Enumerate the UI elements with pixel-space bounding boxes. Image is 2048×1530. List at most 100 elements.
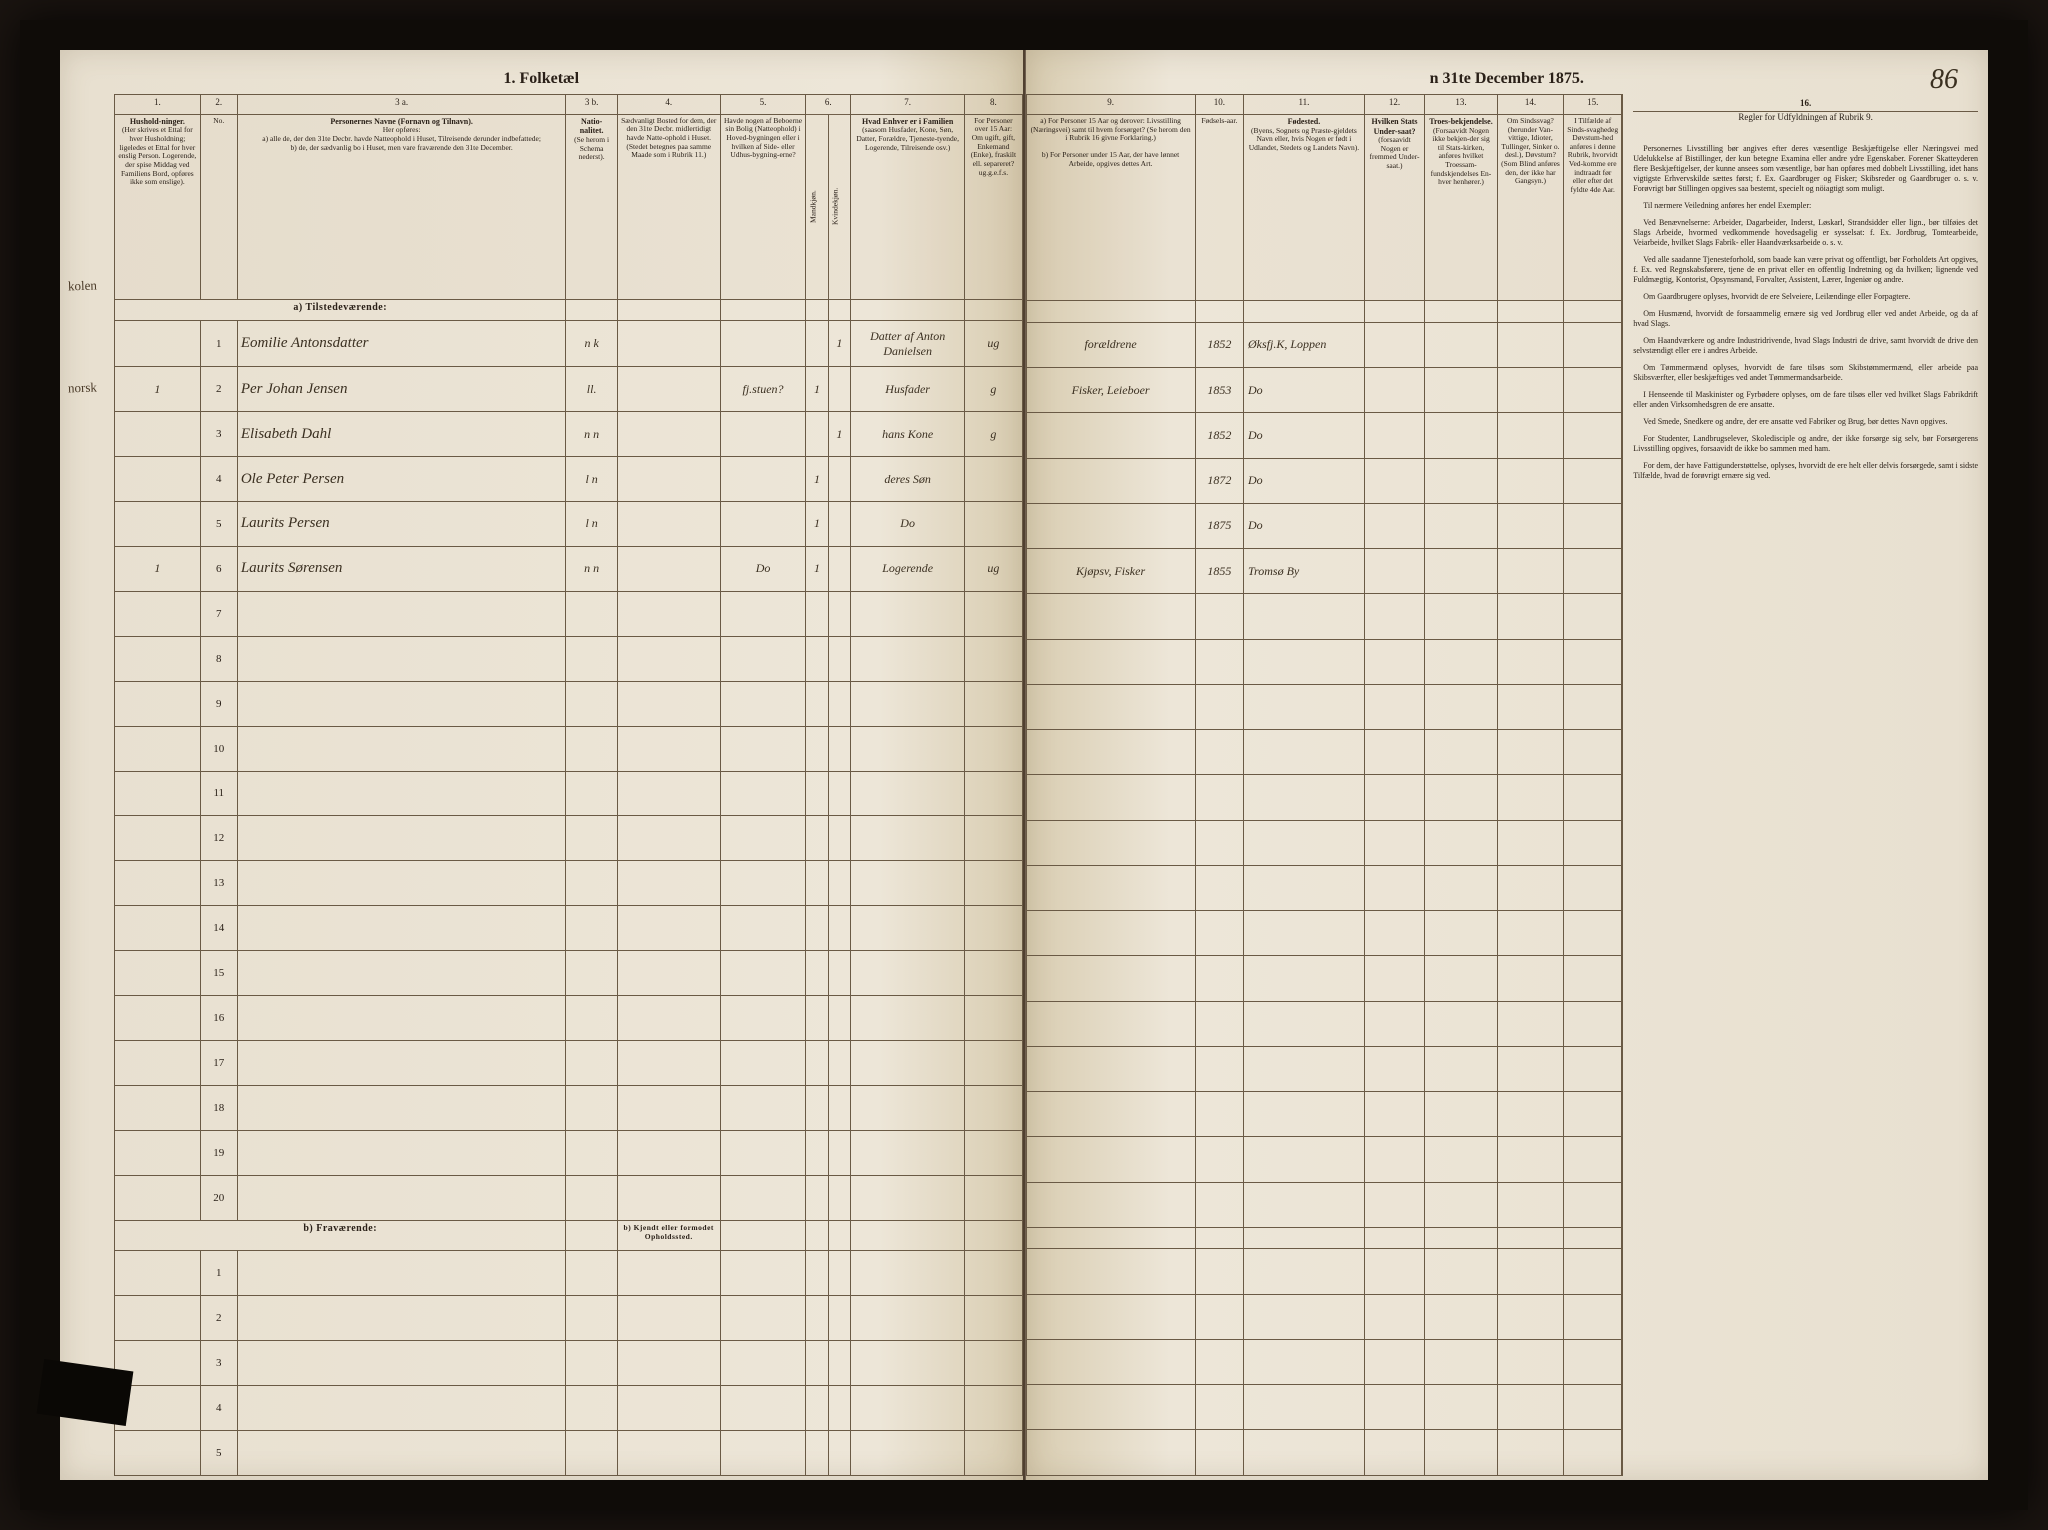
table-row: 7 [115,591,1023,636]
col-12-num: 12. [1364,95,1424,115]
cell-m [806,320,828,366]
col-5-head: Havde nogen af Beboerne sin Bolig (Natte… [720,114,806,299]
page-number: 86 [1930,64,1958,96]
table-row: 3 Elisabeth Dahl n n 1 hans Kone g [115,412,1023,457]
col-6m-head: Mandkjøn. [806,114,828,299]
col-11-num: 11. [1244,95,1365,115]
table-row: 1875 Do [1026,503,1622,548]
ledger-book: 1. Folketæl kolen norsk 1. 2. 3 a. 3 b. … [20,20,2028,1510]
table-row: 1 Eomilie Antonsdatter n k 1 Datter af A… [115,320,1023,366]
col-2-head: No. [200,114,237,299]
col-5-num: 5. [720,95,806,115]
rules-p: Om Gaardbrugere oplyses, hvorvidt de ere… [1633,292,1978,302]
h3b-b: (Se herom i Schema nederst). [574,135,609,161]
rules-p: Ved Benævnelserne: Arbeider, Dagarbeider… [1633,218,1978,248]
table-row: 1 [115,1251,1023,1296]
col-6k-head: Kvindekjøn. [828,114,850,299]
table-row: 4 [115,1385,1023,1430]
rules-p: For dem, der have Fattigunderstøttelse, … [1633,461,1978,481]
col-7-num: 7. [851,95,965,115]
col-3a-num: 3 a. [237,95,566,115]
col-2-num: 2. [200,95,237,115]
cell-civ: ug [965,320,1022,366]
col-12-head: Hvilken Stats Under-saat? (forsaavidt No… [1364,114,1424,300]
col-13-num: 13. [1425,95,1498,115]
col-11-head: Fødested. (Byens, Sognets og Præste-gjel… [1244,114,1365,300]
col-9-num: 9. [1026,95,1195,115]
cell-bost [617,320,720,366]
page-left: 1. Folketæl kolen norsk 1. 2. 3 a. 3 b. … [60,50,1025,1480]
table-row: 18 [115,1085,1023,1130]
rules-p: For Studenter, Landbrugselever, Skoledis… [1633,434,1978,454]
rules-column: 16. Regler for Udfyldningen af Rubrik 9.… [1622,94,1988,1476]
col-14-num: 14. [1497,95,1563,115]
table-row: 15 [115,951,1023,996]
absent-col-note: b) Kjendt eller formodet Opholdssted. [617,1220,720,1250]
rules-p: Om Tømmermænd oplyses, hvorvidt de fare … [1633,363,1978,383]
table-row: forældrene 1852 Øksfj.K, Loppen [1026,322,1622,367]
table-row: Fisker, Leieboer 1853 Do [1026,367,1622,412]
archival-clip-icon [37,1359,134,1426]
rules-p: Om Husmænd, hvorvidt de forsaammelig ern… [1633,309,1978,329]
col-3b-head: Natio-nalitet. (Se herom i Schema neders… [566,114,617,299]
col-8-num: 8. [965,95,1022,115]
col-1-head: Hushold-ninger. (Her skrives et Ettal fo… [115,114,201,299]
col-3b-num: 3 b. [566,95,617,115]
rules-p: Ved alle saadanne Tjenesteforhold, som b… [1633,255,1978,285]
cell-name: Eomilie Antonsdatter [237,320,566,366]
section-present: a) Tilstedeværende: [115,299,1023,320]
col-14-head: Om Sindssvag? (herunder Van-vittige, Idi… [1497,114,1563,300]
cell-hh [115,320,201,366]
h5-t: Havde nogen af Beboerne sin Bolig (Natte… [724,116,802,160]
absent-label: b) Fraværende: [115,1220,566,1250]
table-row: 20 [115,1175,1023,1220]
ledger-table-left: 1. 2. 3 a. 3 b. 4. 5. 6. 7. 8. Hushold-n… [114,94,1023,1476]
col-16-num: 16. [1633,98,1978,112]
table-row: 5 Laurits Persen l n 1 Do [115,501,1023,546]
table-row: 4 Ole Peter Persen l n 1 deres Søn [115,457,1023,502]
margin-note-2: norsk [68,380,97,397]
cell-k: 1 [828,320,850,366]
present-label: a) Tilstedeværende: [115,299,566,320]
col-1-num: 1. [115,95,201,115]
h8-s: ug.g.e.f.s. [979,168,1008,177]
h1-body: (Her skrives et Ettal for hver Husholdni… [118,125,196,186]
section-absent: b) Fraværende: b) Kjendt eller formodet … [115,1220,1023,1250]
title-left: 1. Folketæl [60,50,1023,94]
col-4-num: 4. [617,95,720,115]
rules-p: Til nærmere Veiledning anføres her endel… [1633,201,1978,211]
table-row: 1 6 Laurits Sørensen n n Do 1 Logerende … [115,546,1023,591]
table-row: 9 [115,681,1023,726]
table-row: 1 2 Per Johan Jensen ll. fj.stuen? 1 Hus… [115,367,1023,412]
cell-fam: Datter af Anton Danielsen [851,320,965,366]
table-row: 1872 Do [1026,458,1622,503]
cell-no: 1 [200,320,237,366]
col-4-head: Sædvanligt Bosted for dem, der den 31te … [617,114,720,299]
table-row: 17 [115,1041,1023,1086]
table-row: Kjøpsv, Fisker 1855 Tromsø By [1026,549,1622,594]
ledger-table-right: 9. 10. 11. 12. 13. 14. 15. a) For Person… [1026,94,1623,1476]
h7-b: (saasom Husfader, Kone, Søn, Datter, For… [856,125,959,151]
margin-note-1: kolen [68,278,97,295]
table-row: 13 [115,861,1023,906]
col-10-num: 10. [1195,95,1243,115]
h8-t: For Personer over 15 Aar: Om ugift, gift… [971,116,1016,168]
table-row: 5 [115,1430,1023,1475]
col-15-head: I Tilfælde af Sinds-svaghedeg Døvstum-he… [1564,114,1622,300]
table-row: 3 [115,1340,1023,1385]
rules-heading: Regler for Udfyldningen af Rubrik 9. [1633,112,1978,123]
table-row: 10 [115,726,1023,771]
title-right: n 31te December 1875. [1026,50,1989,94]
rules-p: Personernes Livsstilling bør angives eft… [1633,144,1978,194]
col-8-head: For Personer over 15 Aar: Om ugift, gift… [965,114,1022,299]
col-3a-head: Personernes Navne (Fornavn og Tilnavn). … [237,114,566,299]
page-right: 86 n 31te December 1875. 9. 10. 11. 12. … [1025,50,1989,1480]
cell-bolig [720,320,806,366]
table-row: 12 [115,816,1023,861]
col-10-head: Fødsels-aar. [1195,114,1243,300]
col-9-head: a) For Personer 15 Aar og derover: Livss… [1026,114,1195,300]
rules-p: Om Haandværkere og andre Industridrivend… [1633,336,1978,356]
cell-nat: n k [566,320,617,366]
table-row: 11 [115,771,1023,816]
col-6-num: 6. [806,95,851,115]
